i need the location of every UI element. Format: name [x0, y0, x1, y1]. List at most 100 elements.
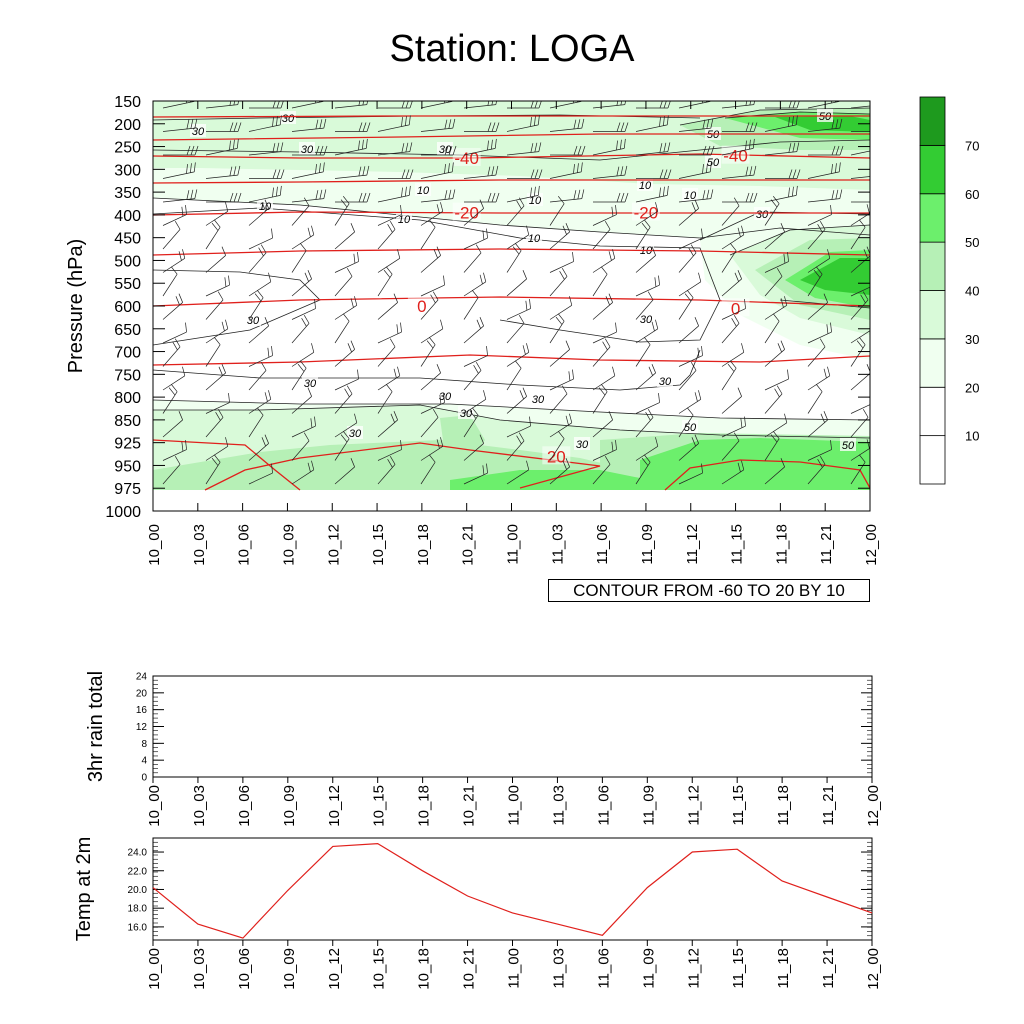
wind-barb: [592, 221, 611, 250]
wind-barb: [506, 225, 530, 250]
colorbar-box: [919, 144, 946, 195]
wind-barb: [722, 192, 758, 203]
wind-barb: [721, 299, 746, 320]
wind-barb: [851, 131, 870, 132]
wind-barb: [549, 369, 574, 391]
wind-barb: [678, 199, 699, 226]
colorbar-box: [919, 96, 946, 146]
x-tick-label: 11_00: [506, 785, 523, 826]
wind-barb: [248, 317, 269, 344]
x-tick-label: 10_15: [371, 785, 388, 827]
contour-label-bg: [302, 376, 318, 389]
wind-barb: [807, 456, 826, 485]
wind-speed-fill-region: [775, 116, 870, 132]
wind-barb: [377, 266, 393, 297]
main-plot-axes: 1502002503003504004505005506006507007508…: [65, 94, 880, 566]
wind-barb: [592, 384, 608, 414]
x-tick-label: 11_18: [775, 948, 792, 989]
temperature-contour-label: 0: [417, 297, 426, 316]
wind-barb: [162, 205, 187, 226]
wind-barb: [850, 174, 870, 179]
wind-barb: [764, 115, 798, 132]
temperature-label-bg: [452, 147, 481, 166]
wind-barb: [592, 266, 608, 297]
wind-barb: [549, 196, 565, 226]
panel-frame: [152, 675, 873, 778]
contour-note: CONTOUR FROM -60 TO 20 BY 10: [548, 579, 870, 602]
colorbar-box: [919, 241, 946, 291]
wind-barb: [463, 165, 499, 179]
wind-barb: [162, 249, 186, 273]
wind-barb: [721, 270, 742, 297]
wind-barb: [291, 189, 327, 203]
wind-barb: [420, 246, 441, 273]
wind-barb: [635, 364, 656, 391]
x-tick-label: 10_21: [461, 785, 478, 827]
wind-barb: [764, 185, 798, 203]
wind-barb: [464, 192, 500, 203]
x-tick-label: 11_03: [550, 948, 567, 989]
x-tick-label: 10_18: [416, 948, 433, 990]
temperature-label-bg: [407, 296, 436, 314]
wind-barb: [334, 165, 370, 179]
wind-barb: [549, 162, 583, 179]
wind-speed-contour-label: 10: [259, 201, 272, 213]
wind-speed-contour-label: 30: [349, 428, 362, 440]
wind-barb: [678, 362, 697, 391]
temperature-contour-line: [153, 115, 870, 118]
wind-barb: [550, 145, 586, 156]
wind-barb: [850, 439, 870, 461]
temperature-contour-line: [153, 439, 301, 491]
wind-barb: [248, 228, 273, 250]
wind-barb: [592, 101, 628, 109]
wind-speed-contour-label: 10: [529, 195, 542, 207]
wind-barb: [636, 101, 671, 109]
wind-barb: [764, 268, 783, 297]
y-tick-label: 450: [114, 231, 141, 248]
contour-label-bg: [682, 420, 698, 433]
wind-barb: [764, 223, 785, 250]
x-tick-label: 11_15: [729, 524, 746, 565]
wind-speed-contour-label: 50: [842, 440, 855, 452]
wind-barb: [807, 384, 823, 414]
x-tick-label: 10_00: [146, 785, 163, 827]
wind-barb: [721, 315, 740, 344]
x-tick-label: 10_21: [460, 524, 477, 566]
wind-barb: [549, 296, 573, 320]
contour-label-bg: [257, 199, 273, 212]
temperature-label-bg: [542, 446, 571, 465]
wind-barb: [205, 101, 241, 109]
wind-barb: [377, 440, 402, 461]
wind-barb: [721, 197, 740, 226]
wind-barb: [291, 432, 310, 461]
wind-speed-contour-label: 30: [439, 391, 452, 403]
temperature-contour-line: [204, 442, 601, 491]
y-tick-label: 16: [136, 705, 148, 716]
wind-barb: [378, 101, 413, 109]
y-tick-label: 250: [114, 140, 141, 157]
wind-barb: [635, 319, 659, 344]
wind-barb: [635, 246, 656, 273]
wind-barb: [506, 185, 540, 203]
y-tick-label: 24.0: [128, 848, 148, 859]
temperature-label-bg: [452, 202, 481, 221]
x-tick-label: 11_03: [550, 785, 567, 826]
wind-barb: [377, 221, 396, 250]
wind-barb: [420, 291, 439, 320]
wind-barb: [549, 313, 565, 344]
wind-barb: [549, 268, 568, 297]
wind-barbs: [162, 101, 870, 485]
x-tick-label: 11_18: [773, 524, 790, 565]
contour-label-bg: [574, 437, 590, 450]
wind-barb: [162, 322, 187, 344]
wind-barb: [377, 384, 393, 414]
temp-plot: 16.0 18.0 20.0 22.0 24.0 10_00 10_03 10_06 10_09…: [73, 837, 882, 990]
wind-barb: [206, 192, 242, 203]
wind-barb: [334, 138, 368, 156]
wind-barb: [249, 169, 285, 179]
x-tick-label: 11_06: [595, 785, 612, 826]
wind-barb: [420, 275, 445, 297]
contour-label-bg: [527, 193, 543, 206]
y-tick-label: 600: [114, 299, 141, 316]
